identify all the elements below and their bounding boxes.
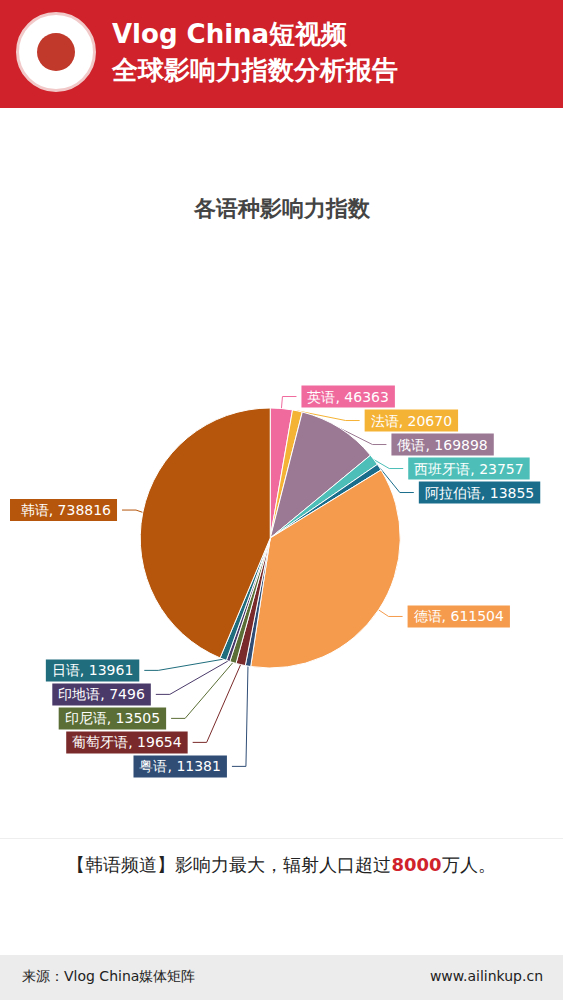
svg-text:葡萄牙语, 19654: 葡萄牙语, 19654 bbox=[72, 734, 182, 750]
svg-text:阿拉伯语, 13855: 阿拉伯语, 13855 bbox=[425, 485, 534, 501]
svg-text:德语, 611504: 德语, 611504 bbox=[414, 608, 504, 624]
html-text:www.ailinkup.cn: www.ailinkup.cn bbox=[429, 968, 543, 984]
html-text:来源：Vlog China媒体矩阵: 来源：Vlog China媒体矩阵 bbox=[22, 968, 196, 984]
svg-text:粤语, 11381: 粤语, 11381 bbox=[139, 758, 220, 774]
html-text:全球影响力指数分析报告: 全球影响力指数分析报告 bbox=[112, 55, 398, 85]
svg-text:英语, 46363: 英语, 46363 bbox=[307, 389, 388, 405]
html-text:Vlog China短视频: Vlog China短视频 bbox=[112, 19, 348, 49]
svg-text:各语种影响力指数: 各语种影响力指数 bbox=[193, 196, 371, 221]
svg-text:韩语, 738816: 韩语, 738816 bbox=[21, 502, 111, 518]
svg-text:俄语, 169898: 俄语, 169898 bbox=[397, 437, 487, 453]
svg-text:印尼语, 13505: 印尼语, 13505 bbox=[65, 710, 160, 726]
svg-text:西班牙语, 23757: 西班牙语, 23757 bbox=[414, 461, 523, 477]
svg-text:日语, 13961: 日语, 13961 bbox=[52, 662, 133, 678]
html-text:【韩语频道】影响力最大，辐射人口超过8000万人。: 【韩语频道】影响力最大，辐射人口超过8000万人。 bbox=[67, 854, 496, 875]
svg-text:印地语, 7496: 印地语, 7496 bbox=[58, 686, 145, 702]
svg-text:法语, 20670: 法语, 20670 bbox=[371, 413, 452, 429]
